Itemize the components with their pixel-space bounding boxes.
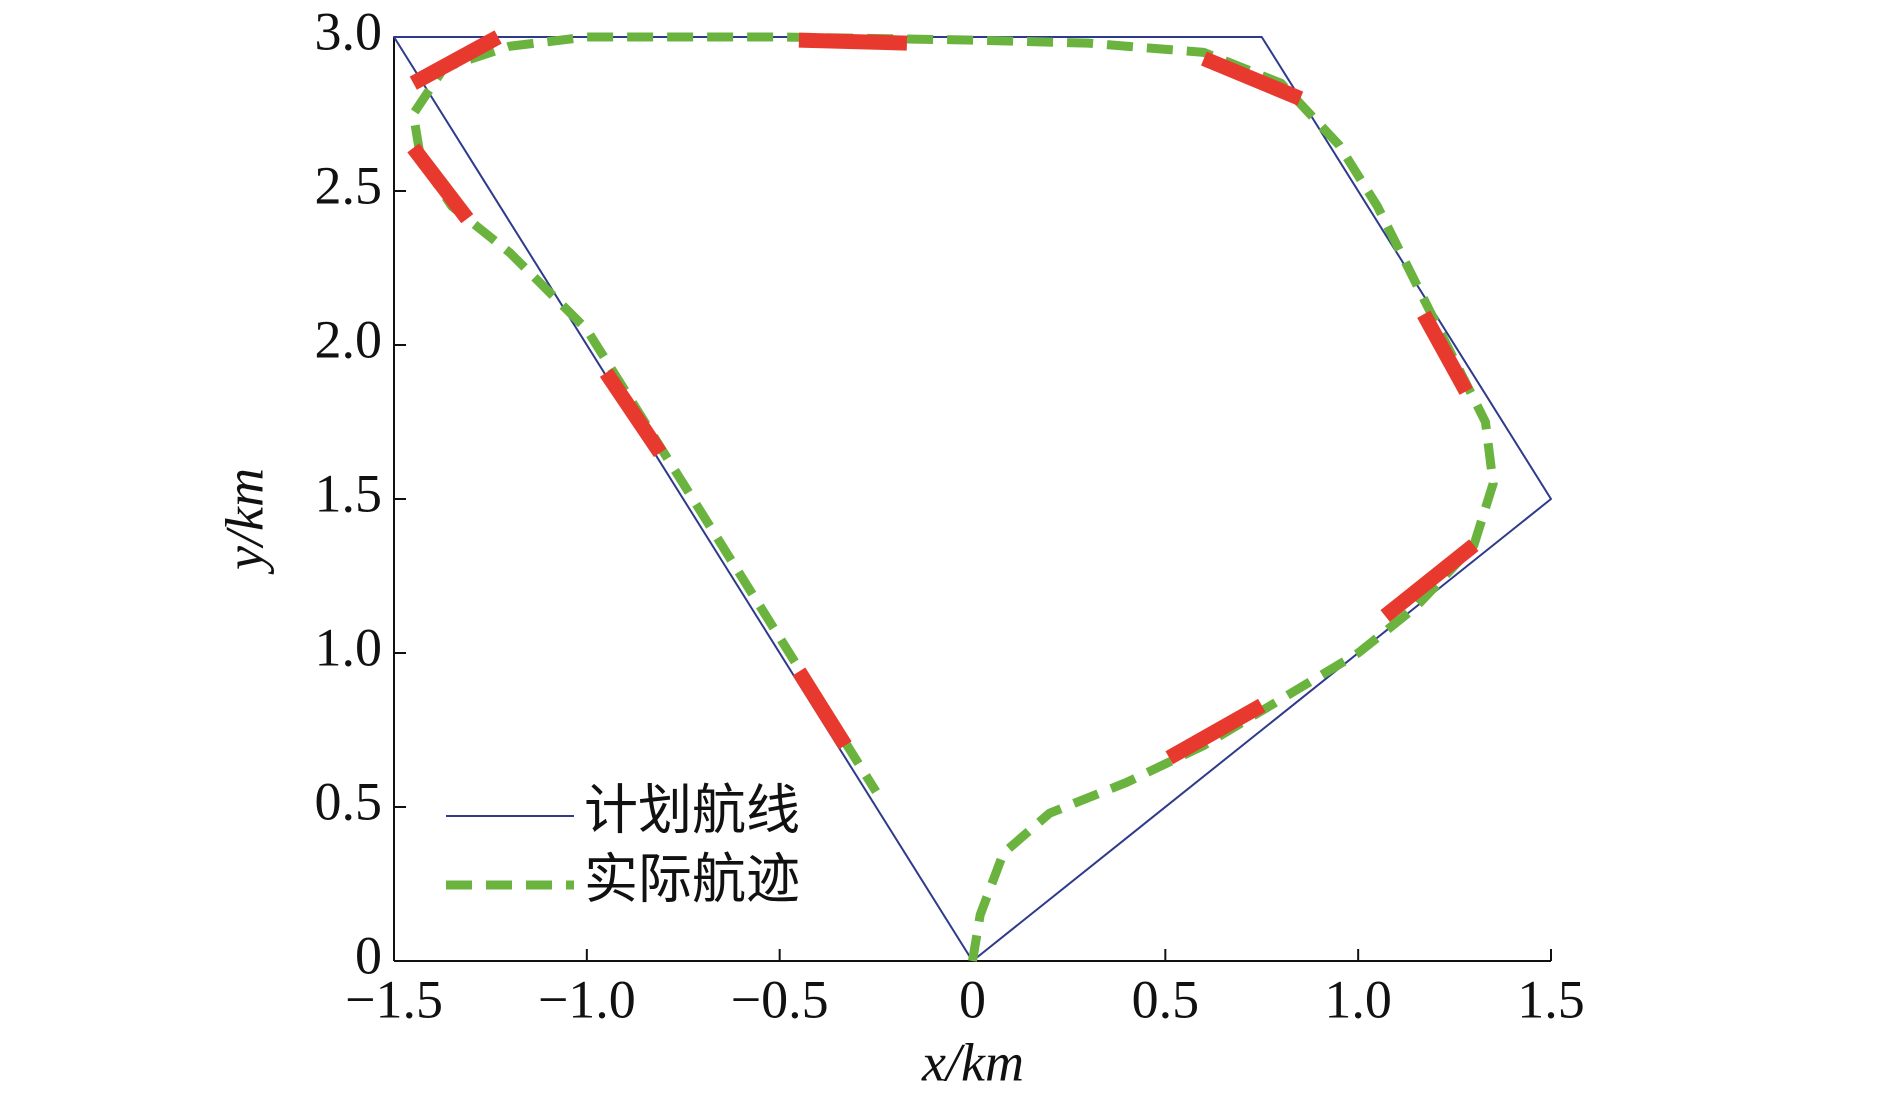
- y-tick-label: 3.0: [315, 1, 383, 61]
- x-tick-label: −1.0: [538, 969, 636, 1029]
- y-tick-label: 2.5: [315, 155, 383, 215]
- y-tick-label: 0: [355, 925, 382, 985]
- y-tick-label: 2.0: [315, 309, 383, 369]
- y-axis-label: y/km: [214, 468, 274, 575]
- x-axis-label: x/km: [921, 1032, 1024, 1092]
- y-tick-label: 1.0: [315, 617, 383, 677]
- x-tick-label: −0.5: [731, 969, 829, 1029]
- y-tick-label: 1.5: [315, 463, 383, 523]
- x-tick-label: 0.5: [1132, 969, 1200, 1029]
- series-line: [407, 30, 1479, 765]
- y-tick-label: 0.5: [315, 771, 383, 831]
- legend-label: 计划航线: [584, 780, 800, 840]
- x-tick-label: 1.5: [1517, 969, 1585, 1029]
- x-tick-label: 0: [959, 969, 986, 1029]
- legend-label: 实际航迹: [584, 849, 800, 909]
- x-tick-label: −1.5: [345, 969, 443, 1029]
- series-line: [408, 32, 1498, 962]
- series-line: [393, 36, 1552, 962]
- x-tick-label: 1.0: [1324, 969, 1392, 1029]
